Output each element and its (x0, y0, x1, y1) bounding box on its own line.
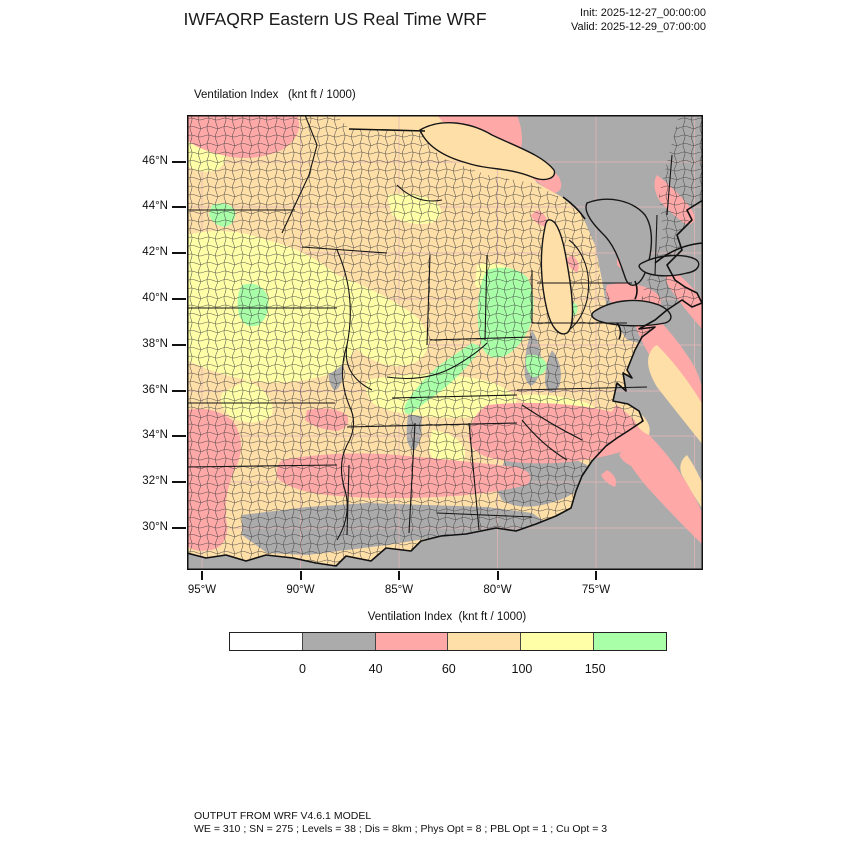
great-lakes (419, 122, 700, 335)
legend-title: Ventilation Index (knt ft / 1000) (367, 611, 527, 623)
lake-michigan (540, 219, 574, 335)
ventilation-index-map (186, 114, 704, 570)
legend-segment-0-40 (301, 633, 375, 650)
map-border (187, 115, 703, 570)
lon-tick (496, 571, 499, 580)
valid-time: Valid: 2025-12-29_07:00:00 (571, 20, 706, 33)
lat-tick-label: 44°N (142, 200, 168, 212)
lat-tick (172, 344, 186, 346)
lake-ontario (638, 254, 700, 277)
legend-tick-label: 40 (368, 662, 383, 676)
lat-tick (172, 206, 186, 208)
lat-tick-label: 40°N (142, 292, 168, 304)
lon-tick-label: 85°W (384, 584, 414, 596)
map-field-label: Ventilation Index (knt ft / 1000) (194, 89, 356, 101)
lat-tick (172, 481, 186, 483)
legend-segment-40-60 (374, 633, 448, 650)
footer-model-config: WE = 310 ; SN = 275 ; Levels = 38 ; Dis … (194, 823, 608, 835)
lat-tick (172, 298, 186, 300)
canada-border (348, 128, 704, 340)
map-frame (186, 114, 704, 570)
lat-tick (172, 252, 186, 254)
lon-tick (201, 571, 203, 580)
lon-tick-label: 90°W (286, 584, 315, 596)
lat-tick-label: 32°N (142, 475, 168, 487)
model-footer: OUTPUT FROM WRF V4.6.1 MODEL WE = 310 ; … (194, 810, 607, 836)
lon-tick-label: 80°W (483, 584, 512, 596)
lat-tick (172, 435, 186, 437)
run-times: Init: 2025-12-27_00:00:00 Valid: 2025-12… (571, 7, 706, 34)
footer-model-version: OUTPUT FROM WRF V4.6.1 MODEL (194, 810, 372, 822)
legend-colorbar (229, 632, 667, 651)
lake-erie (591, 299, 672, 327)
legend-tick-label: 100 (511, 662, 533, 676)
init-time: Init: 2025-12-27_00:00:00 (580, 7, 706, 19)
state-boundaries (186, 114, 673, 541)
lat-tick (172, 161, 186, 163)
lon-tick-label: 75°W (581, 584, 611, 596)
lake-superior (419, 122, 556, 181)
lat-tick-label: 38°N (142, 338, 168, 350)
lon-tick (398, 571, 400, 580)
legend-segment-60-100 (447, 633, 521, 650)
legend-segment-100-150 (520, 633, 594, 650)
legend-tick-label: 60 (441, 662, 456, 676)
legend-segment-above-150 (593, 633, 666, 650)
legend-tick-label: 150 (584, 662, 606, 676)
lon-tick-label: 95°W (187, 584, 217, 596)
legend-tick-label: 0 (298, 662, 306, 676)
lat-tick-label: 36°N (142, 384, 168, 396)
lon-tick (299, 571, 302, 580)
legend-segment-below-0 (230, 633, 302, 650)
lat-tick (172, 390, 186, 392)
lat-tick (172, 527, 186, 529)
lat-tick-label: 46°N (142, 155, 168, 167)
lat-tick-label: 34°N (142, 429, 168, 441)
coastline (186, 199, 704, 567)
lon-tick (595, 571, 597, 580)
page-title: IWFAQRP Eastern US Real Time WRF (183, 9, 487, 29)
lat-tick-label: 42°N (142, 246, 168, 258)
lat-tick-label: 30°N (142, 521, 168, 533)
